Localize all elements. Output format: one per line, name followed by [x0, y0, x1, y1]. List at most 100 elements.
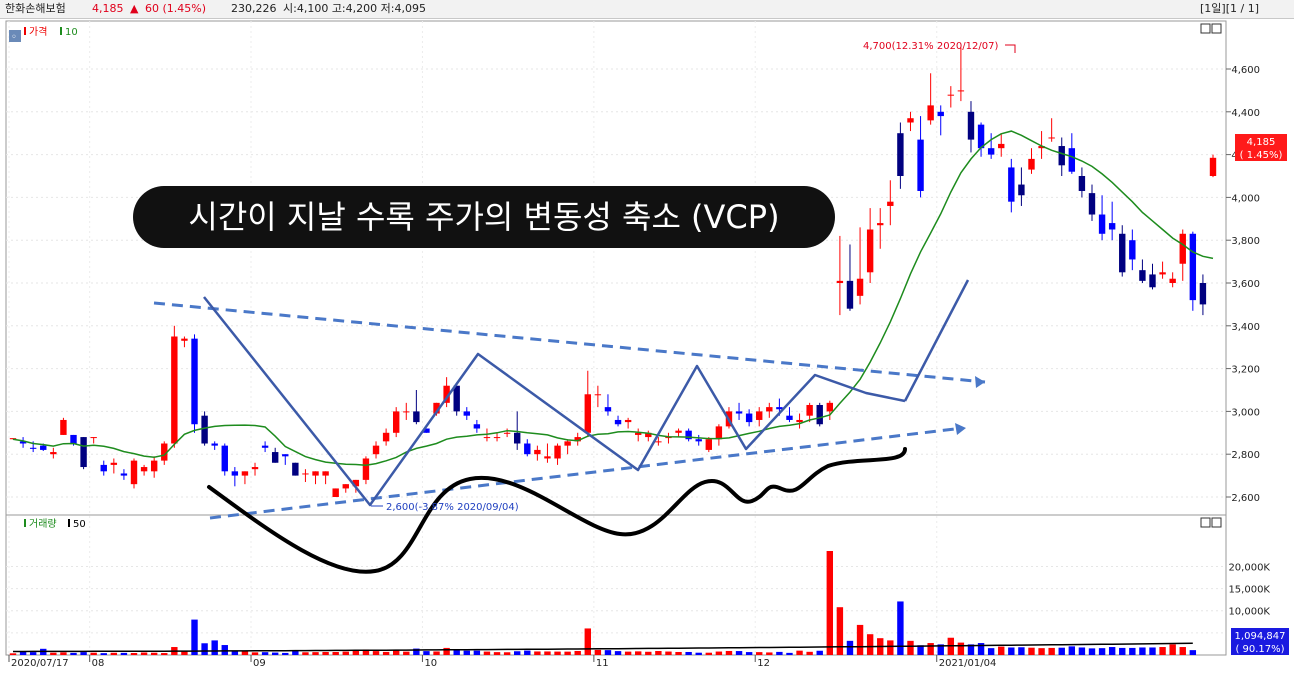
candle-body [554, 445, 561, 459]
candle-body [322, 471, 329, 476]
volume-bar [362, 649, 370, 655]
page-indicator[interactable]: [1일][1 / 1] [1200, 2, 1259, 15]
stock-name[interactable]: 한화손해보험 [5, 2, 66, 15]
volume-bar [816, 650, 823, 655]
current-price: 4,185 [92, 2, 124, 15]
candle-body [241, 471, 249, 476]
volume-ma-legend: 50 [73, 519, 86, 530]
volume-bar [1068, 646, 1076, 655]
volume-bar [423, 651, 430, 655]
volume-bar [1078, 647, 1086, 655]
high-price-annotation: 4,700(12.31% 2020/12/07) [863, 41, 998, 52]
candle-body [201, 415, 208, 444]
candle-body [110, 462, 118, 465]
price-legend: 가격 [29, 25, 47, 38]
volume-bar [977, 643, 985, 655]
candle-body [392, 411, 400, 433]
volume-bar [1189, 650, 1197, 655]
current-volume-box-value: 1,094,847 [1235, 631, 1286, 642]
volume-bar [211, 640, 218, 655]
volume-panel-maximize-icon[interactable] [1200, 517, 1211, 528]
volume-bar [786, 652, 793, 655]
candle-body [967, 111, 975, 140]
volume-bar [9, 653, 17, 655]
price-tick-label: 3,600 [1231, 279, 1260, 290]
volume-bar [705, 652, 712, 655]
volume-bar [50, 652, 57, 655]
stock-header-bar: 한화손해보험 4,185 ▲ 60 (1.45%) 230,226 시:4,10… [0, 0, 1294, 19]
candle-body [150, 460, 158, 472]
panel-maximize-icon[interactable] [1200, 23, 1211, 34]
candle-body [403, 411, 410, 413]
volume-bar [443, 647, 450, 655]
candle-body [413, 411, 420, 423]
current-price-box [1235, 134, 1287, 161]
volume-bar [201, 643, 208, 655]
volume-bar [1159, 647, 1166, 655]
candle-body [1068, 148, 1076, 172]
volume-bar [806, 651, 813, 655]
candle-body [1199, 283, 1207, 305]
price-tick-label: 3,400 [1231, 322, 1260, 333]
candle-body [120, 473, 128, 476]
volume-bar [352, 650, 360, 655]
volume-bar [544, 651, 551, 655]
volume-bar [221, 645, 228, 655]
candle-body [735, 411, 743, 414]
candle-body [1159, 272, 1166, 275]
volume-bar [614, 651, 622, 655]
candle-body [1189, 233, 1197, 301]
volume-bar [332, 651, 339, 655]
panel-close-icon[interactable] [1211, 23, 1222, 34]
candle-body [50, 452, 57, 455]
volume-bar [766, 652, 773, 655]
candle-body [998, 143, 1005, 149]
volume-bar [745, 652, 753, 655]
candle-body [917, 139, 924, 191]
candle-body [503, 432, 511, 434]
volume-bar [937, 644, 944, 655]
candle-body [624, 419, 632, 423]
candle-body [766, 407, 773, 412]
candle-body [594, 394, 602, 396]
candle-body [302, 473, 309, 475]
volume-panel-close-icon[interactable] [1211, 517, 1222, 528]
candle-body [574, 437, 581, 442]
candle-body [877, 223, 884, 226]
candle-body [695, 439, 702, 442]
candle-body [1038, 146, 1045, 149]
candle-body [312, 471, 319, 476]
candle-body [70, 434, 77, 444]
candle-body [957, 90, 965, 92]
candle-body [433, 402, 440, 414]
candle-body [524, 443, 531, 455]
volume-bar [826, 551, 834, 655]
volume-bar [564, 651, 571, 655]
candle-body [1018, 184, 1025, 196]
volume-bar [382, 651, 390, 655]
x-tick-label: 2021/01/04 [939, 658, 997, 669]
volume-bar [191, 619, 198, 655]
volume-bar [856, 624, 864, 655]
candle-body [221, 445, 228, 472]
chart-settings-icon-glyph: ◦ [11, 32, 17, 43]
volume-bar [110, 652, 118, 655]
volume-bar [907, 640, 914, 655]
chart-settings-icon[interactable] [9, 30, 21, 42]
candle-body [342, 484, 349, 489]
candle-body [584, 394, 591, 433]
volume-tick-label: 20,000K [1228, 562, 1270, 573]
candle-body [423, 428, 430, 433]
candle-body [564, 441, 571, 446]
volume-bar [1048, 647, 1055, 655]
candle-body [453, 385, 460, 412]
volume-bar [836, 607, 844, 655]
volume-tick-label: 10,000K [1228, 607, 1270, 618]
volume-bar [1169, 644, 1176, 655]
candle-body [1098, 214, 1106, 234]
candlesticks [9, 47, 1217, 497]
volume-bar [957, 642, 965, 655]
vcp-title-banner: 시간이 지날 수록 주가의 변동성 축소 (VCP) [133, 186, 835, 248]
low-price-annotation: 2,600(-3.87% 2020/09/04) [386, 502, 519, 513]
